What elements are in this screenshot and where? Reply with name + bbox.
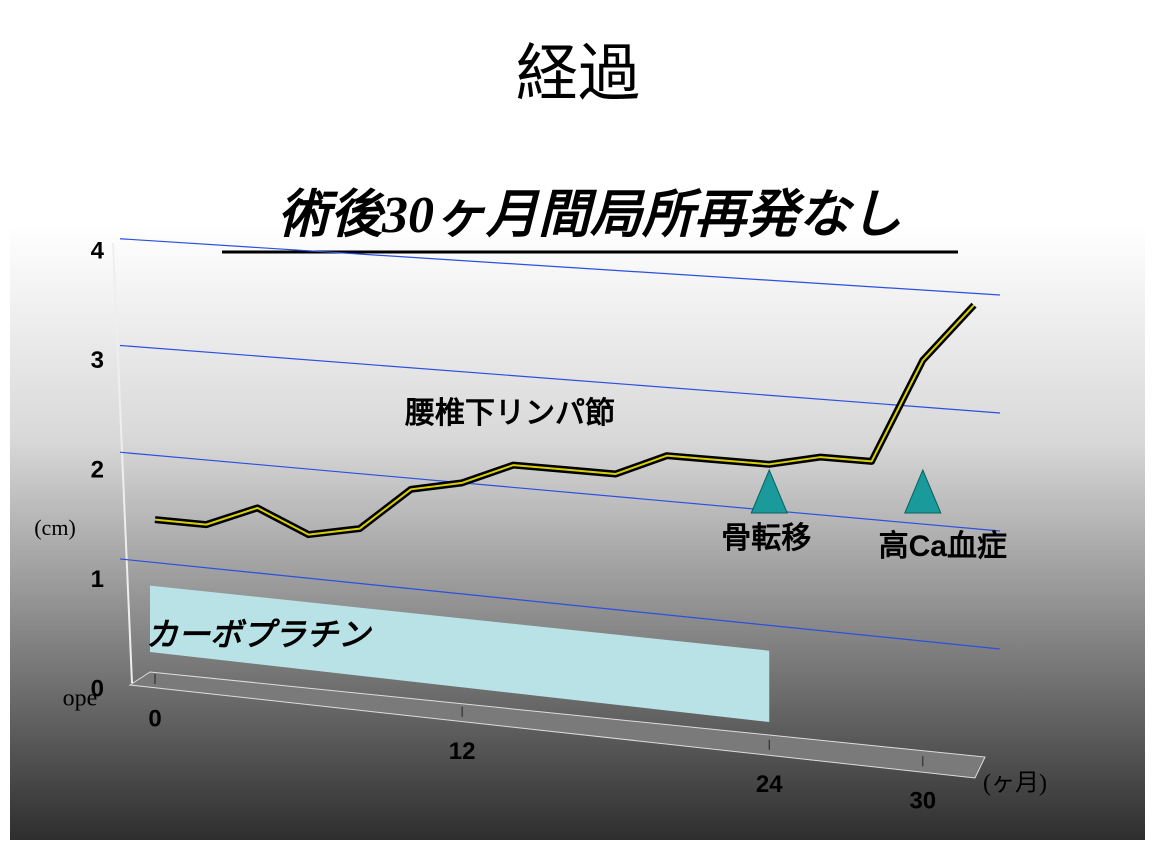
legend-label: 腰椎下リンパ節 [405, 396, 615, 430]
y-tick-label: 1 [91, 566, 104, 593]
event-marker [750, 468, 789, 514]
period-band [150, 585, 770, 723]
y-axis-label: (cm) [34, 515, 76, 540]
x-tick-label: 0 [148, 705, 161, 732]
grid-line [119, 451, 1001, 532]
x-tick-label: 12 [449, 738, 476, 765]
baseline-label: ope [63, 686, 98, 712]
event-marker [904, 468, 942, 514]
x-tick-label: 24 [756, 771, 783, 798]
event-label: 高Ca血症 [879, 530, 1007, 563]
series-line-highlight [154, 304, 975, 536]
y-tick-label: 3 [91, 347, 104, 374]
y-tick-label: 0 [91, 675, 104, 702]
x-tick-label: 30 [909, 787, 936, 814]
grid-line [119, 558, 1001, 650]
y-axis [112, 242, 133, 684]
chart-subtitle: 術後30ヶ月間局所再発なし [278, 187, 902, 244]
grid-line [119, 238, 1001, 296]
event-label: 骨転移 [721, 522, 811, 555]
y-tick-label: 2 [91, 456, 104, 483]
floor [128, 671, 986, 779]
chart-title: 経過 [516, 39, 640, 108]
grid-line [119, 344, 1001, 414]
y-tick-label: 4 [91, 237, 105, 264]
period-label: カーボプラチン [146, 616, 373, 652]
x-axis-label: (ヶ月) [983, 771, 1047, 797]
